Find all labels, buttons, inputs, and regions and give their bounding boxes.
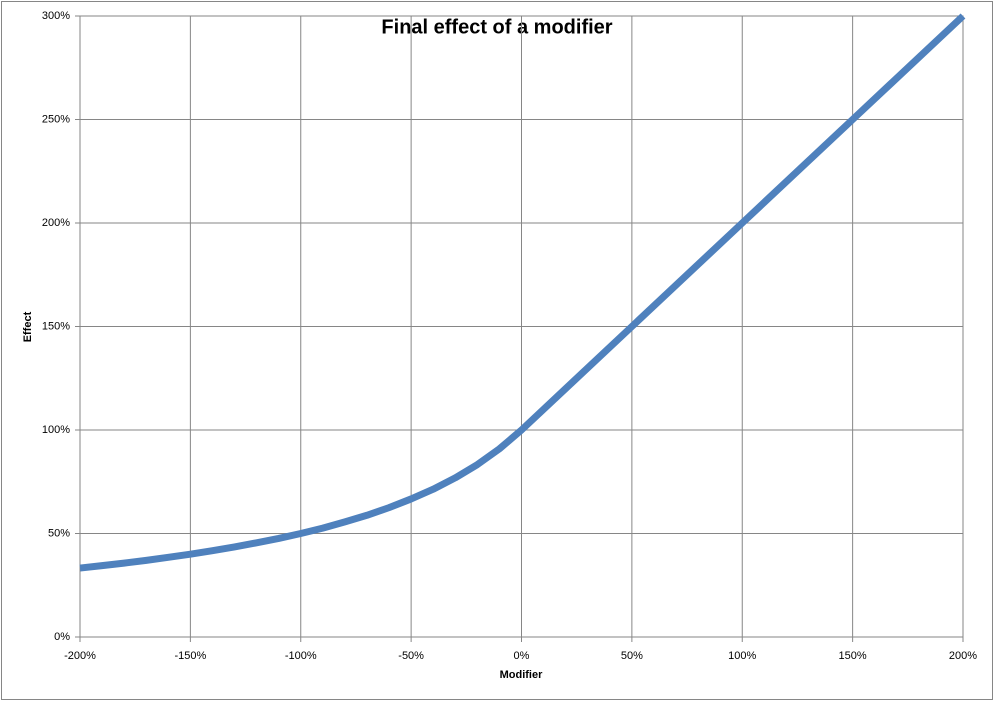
- x-tick-label: 150%: [839, 650, 867, 662]
- x-tick-label: 50%: [621, 650, 643, 662]
- y-tick-label: 300%: [42, 10, 70, 22]
- y-tick-label: 0%: [54, 631, 70, 643]
- x-tick-label: -150%: [174, 650, 206, 662]
- y-tick-label: 100%: [42, 424, 70, 436]
- y-tick-label: 200%: [42, 217, 70, 229]
- x-tick-label: 100%: [728, 650, 756, 662]
- data-line: [79, 13, 966, 572]
- x-tick-label: -50%: [398, 650, 424, 662]
- y-tick-label: 250%: [42, 113, 70, 125]
- y-axis-label: Effect: [22, 311, 34, 342]
- chart-title: Final effect of a modifier: [381, 16, 612, 38]
- x-axis-label: Modifier: [500, 669, 543, 681]
- y-tick-label: 50%: [48, 527, 70, 539]
- x-tick-label: 200%: [949, 650, 977, 662]
- x-tick-label: -200%: [64, 650, 96, 662]
- x-tick-label: -100%: [285, 650, 317, 662]
- x-tick-label: 0%: [514, 650, 530, 662]
- y-tick-label: 150%: [42, 320, 70, 332]
